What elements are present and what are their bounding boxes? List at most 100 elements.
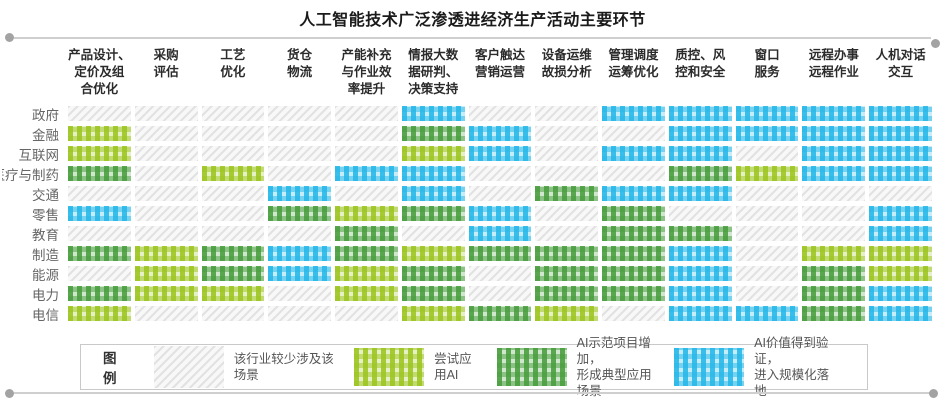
heatmap-cell: [802, 246, 866, 261]
column-header: 工艺 优化: [220, 48, 246, 79]
heatmap-cell: [468, 186, 532, 201]
heatmap-cell: [668, 106, 732, 121]
heatmap-cell: [468, 226, 532, 241]
heatmap-row: 金融: [2, 126, 932, 141]
heatmap-cell: [268, 206, 332, 221]
heatmap-cell: [401, 106, 465, 121]
heatmap-cell: [802, 266, 866, 281]
heatmap-cell: [401, 146, 465, 161]
heatmap-cell: [668, 206, 732, 221]
legend-item: 尝试应用AI: [354, 348, 497, 386]
legend: 图例 该行业较少涉及该场景 尝试应用AI AI示范项目增加， 形成典型应用场景 AI价…: [80, 336, 868, 398]
heatmap-cell: [869, 166, 932, 181]
heatmap-row: 电信: [2, 306, 932, 321]
column-header-row: 产品设计、 定价及组 合优化 采购 评估 工艺 优化 货仓 物流 产能补充 与作业效 率…: [2, 47, 932, 99]
heatmap-cell: [268, 226, 332, 241]
heatmap-cell: [268, 146, 332, 161]
heatmap-cell: [335, 246, 398, 261]
heatmap-cell: [134, 166, 198, 181]
heatmap-cell: [201, 106, 265, 121]
row-label: 电力: [2, 286, 64, 302]
heatmap-cell: [468, 306, 532, 321]
heatmap-cell: [268, 266, 332, 281]
heatmap-cell: [735, 266, 799, 281]
heatmap-cell: [802, 306, 866, 321]
row-label: 政府: [2, 106, 64, 122]
heatmap-cell: [869, 286, 932, 301]
heatmap-cell: [335, 146, 398, 161]
heatmap-cell: [268, 186, 332, 201]
top-divider: [14, 37, 931, 39]
heatmap-cell: [735, 286, 799, 301]
row-label: 能源: [2, 266, 64, 282]
heatmap-cell: [401, 166, 465, 181]
legend-swatch: [153, 346, 224, 388]
heatmap-cell: [602, 106, 665, 121]
heatmap-cell: [201, 126, 265, 141]
heatmap-cell: [68, 146, 131, 161]
row-label: 互联网: [2, 146, 64, 162]
heatmap-cell: [535, 146, 599, 161]
heatmap-cell: [602, 246, 665, 261]
heatmap-cell: [201, 226, 265, 241]
heatmap-cell: [802, 126, 866, 141]
heatmap-cell: [134, 266, 198, 281]
heatmap-cell: [668, 146, 732, 161]
heatmap-cell: [68, 286, 131, 301]
bottom-right-dot: [929, 389, 938, 398]
heatmap-cell: [535, 166, 599, 181]
heatmap-cell: [134, 206, 198, 221]
heatmap-cell: [602, 206, 665, 221]
legend-swatch: [354, 348, 425, 386]
heatmap-cell: [68, 106, 131, 121]
heatmap-cell: [802, 186, 866, 201]
column-header: 情报大数 据研判、 决策支持: [408, 48, 459, 96]
heatmap-cell: [201, 246, 265, 261]
heatmap-cell: [602, 186, 665, 201]
heatmap-cell: [268, 246, 332, 261]
heatmap-cell: [201, 166, 265, 181]
heatmap-cell: [602, 286, 665, 301]
heatmap-cell: [535, 226, 599, 241]
bottom-left-dot: [5, 389, 14, 398]
heatmap-cell: [668, 266, 732, 281]
heatmap-cell: [401, 286, 465, 301]
heatmap-cell: [134, 226, 198, 241]
heatmap-cell: [735, 106, 799, 121]
heatmap-cell: [802, 286, 866, 301]
legend-label: 尝试应用AI: [434, 352, 472, 382]
column-header: 产能补充 与作业效 率提升: [341, 48, 392, 96]
heatmap-cell: [535, 126, 599, 141]
heatmap-cell: [735, 246, 799, 261]
heatmap-cell: [335, 226, 398, 241]
heatmap-cell: [468, 166, 532, 181]
heatmap-cell: [401, 206, 465, 221]
heatmap-cell: [869, 106, 932, 121]
heatmap-cell: [268, 166, 332, 181]
row-label-text: 制造: [32, 247, 59, 262]
heatmap-cell: [602, 126, 665, 141]
heatmap-cell: [535, 106, 599, 121]
heatmap-cell: [735, 206, 799, 221]
heatmap-cell: [335, 266, 398, 281]
heatmap-cell: [802, 206, 866, 221]
heatmap-cell: [401, 186, 465, 201]
row-label-text: 交通: [32, 187, 59, 202]
heatmap-cell: [134, 286, 198, 301]
heatmap-cell: [468, 146, 532, 161]
heatmap-cell: [68, 126, 131, 141]
heatmap-cell: [468, 106, 532, 121]
heatmap-cell: [201, 266, 265, 281]
bottom-divider: [14, 392, 931, 394]
heatmap-cell: [535, 186, 599, 201]
row-label: 教育: [2, 226, 64, 242]
heatmap-cell: [602, 306, 665, 321]
heatmap-cell: [201, 306, 265, 321]
heatmap-cell: [468, 246, 532, 261]
heatmap-cell: [535, 286, 599, 301]
column-header: 设备运维 故损分析: [541, 48, 592, 79]
heatmap-cell: [802, 226, 866, 241]
heatmap-cell: [535, 246, 599, 261]
heatmap-cell: [668, 126, 732, 141]
